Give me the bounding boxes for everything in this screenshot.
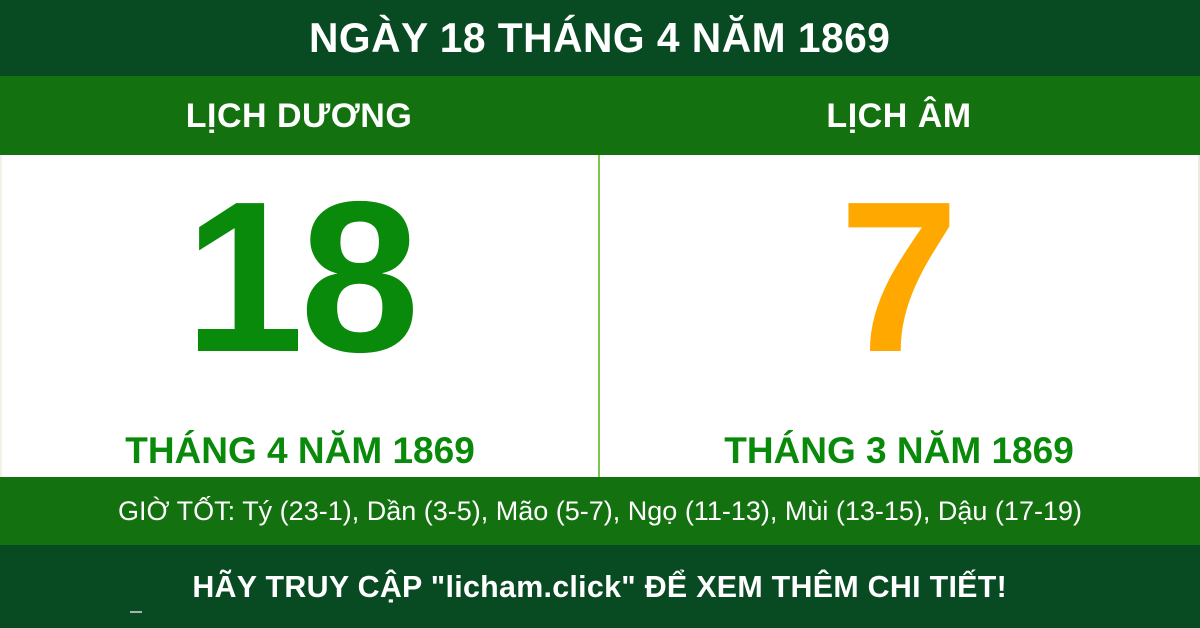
footer-cta-text: HÃY TRUY CẬP "licham.click" ĐỂ XEM THÊM … bbox=[192, 569, 1008, 604]
good-hours-text: GIỜ TỐT: Tý (23-1), Dần (3-5), Mão (5-7)… bbox=[118, 495, 1082, 526]
footer-bar: HÃY TRUY CẬP "licham.click" ĐỂ XEM THÊM … bbox=[0, 545, 1200, 628]
calendar-body: 18 THÁNG 4 NĂM 1869 7 THÁNG 3 NĂM 1869 bbox=[0, 155, 1200, 613]
solar-month-year: THÁNG 4 NĂM 1869 bbox=[125, 430, 475, 471]
lunar-calendar-label: LỊCH ÂM bbox=[826, 96, 972, 135]
column-header-solar: LỊCH DƯƠNG bbox=[0, 76, 598, 155]
header-title-bar: NGÀY 18 THÁNG 4 NĂM 1869 bbox=[0, 0, 1200, 76]
render-artifact-mark bbox=[130, 611, 142, 613]
good-hours-band: GIỜ TỐT: Tý (23-1), Dần (3-5), Mão (5-7)… bbox=[0, 477, 1200, 545]
page-title: NGÀY 18 THÁNG 4 NĂM 1869 bbox=[309, 14, 891, 61]
column-header-lunar: LỊCH ÂM bbox=[598, 76, 1200, 155]
lunar-day-number: 7 bbox=[839, 156, 959, 397]
solar-panel: 18 THÁNG 4 NĂM 1869 bbox=[2, 155, 598, 477]
lunar-panel: 7 THÁNG 3 NĂM 1869 bbox=[598, 155, 1198, 477]
column-header-band: LỊCH DƯƠNG LỊCH ÂM bbox=[0, 76, 1200, 155]
lunar-month-year: THÁNG 3 NĂM 1869 bbox=[724, 430, 1074, 471]
solar-calendar-label: LỊCH DƯƠNG bbox=[185, 96, 413, 135]
solar-day-number: 18 bbox=[184, 156, 419, 397]
